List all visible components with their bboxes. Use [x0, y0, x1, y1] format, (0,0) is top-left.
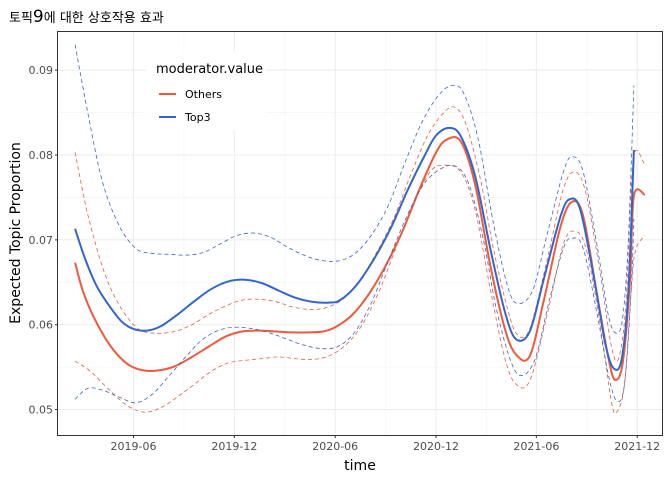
series-others-line [74, 136, 646, 381]
series-layer [74, 44, 646, 415]
x-axis-ticks: 2019-06 2019-12 2020-06 2020-12 2021-06 2021-… [111, 435, 660, 453]
y-tick-label: 0.05 [29, 404, 54, 417]
x-tick-label: 2021-12 [614, 440, 660, 453]
chart-title: 토픽9에 대한 상호작용 효과 [9, 7, 164, 27]
y-axis-ticks: 0.05 0.06 0.07 0.08 0.09 [29, 64, 58, 417]
legend-label-top3: Top3 [184, 111, 211, 124]
x-tick-label: 2019-12 [211, 440, 257, 453]
legend-label-others: Others [185, 88, 222, 101]
y-tick-label: 0.09 [29, 64, 54, 77]
series-top3-upper-ci [74, 44, 635, 334]
x-tick-label: 2019-06 [111, 440, 157, 453]
x-tick-label: 2020-06 [312, 440, 358, 453]
chart-title-after: 에 대한 상호작용 효과 [44, 11, 164, 26]
series-top3-lower-ci [74, 164, 635, 404]
series-others-upper-ci [74, 106, 646, 362]
chart-title-before: 토픽 [9, 11, 33, 26]
y-axis-title: Expected Topic Proportion [8, 142, 24, 324]
legend: moderator.value Others Top3 [146, 52, 266, 130]
y-tick-label: 0.06 [29, 319, 54, 332]
y-tick-label: 0.07 [29, 234, 54, 247]
x-tick-label: 2021-06 [513, 440, 559, 453]
y-tick-label: 0.08 [29, 149, 54, 162]
legend-title: moderator.value [156, 62, 263, 77]
chart-title-number: 9 [33, 7, 44, 27]
x-axis-title: time [344, 458, 376, 474]
x-tick-label: 2020-12 [413, 440, 459, 453]
series-top3-line [74, 126, 635, 371]
